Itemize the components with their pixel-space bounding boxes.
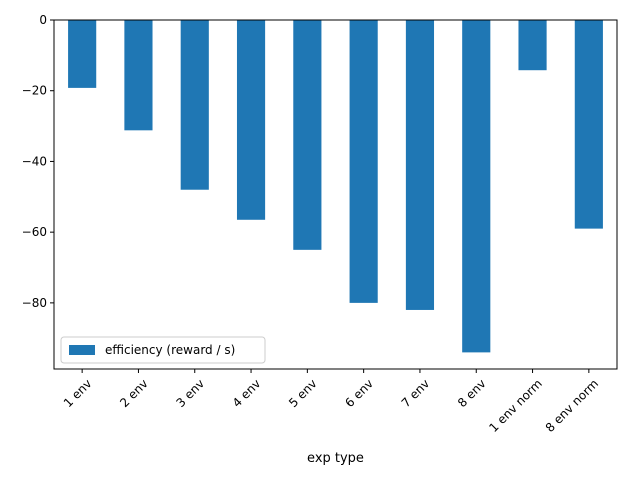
legend-swatch <box>69 345 95 355</box>
x-tick-label: 7 env <box>399 376 433 410</box>
x-tick-label: 4 env <box>230 376 264 410</box>
bar-5-env <box>293 20 322 250</box>
y-tick-label: 0 <box>39 13 47 27</box>
bar-6-env <box>349 20 378 303</box>
x-tick-label: 8 env norm <box>543 376 601 434</box>
axes-frame <box>53 19 618 370</box>
x-axis: 1 env 2 env 3 env 4 env 5 env 6 env 7 env 8 env… <box>61 369 601 435</box>
bar-7-env <box>405 20 435 310</box>
y-axis: 0 −20 −40 −60 −80 <box>22 13 54 310</box>
bars-group <box>68 20 603 353</box>
x-tick-label: 5 env <box>286 376 320 410</box>
y-tick-label: −40 <box>22 154 47 168</box>
legend-box <box>60 336 266 364</box>
x-tick-label: 1 env <box>61 376 95 410</box>
x-axis-label: exp type <box>307 451 364 466</box>
x-tick-label: 2 env <box>117 376 151 410</box>
bar-1-env-norm <box>518 20 547 71</box>
bar-3-env <box>180 20 209 190</box>
y-tick-label: −20 <box>22 84 47 98</box>
x-tick-label: 3 env <box>173 376 207 410</box>
bar-2-env <box>124 20 153 131</box>
bar-8-env <box>462 20 491 353</box>
bar-8-env-norm <box>574 20 603 229</box>
legend-label: efficiency (reward / s) <box>105 343 235 357</box>
bar-1-env <box>68 20 97 88</box>
legend: efficiency (reward / s) <box>60 336 266 364</box>
y-tick-label: −80 <box>22 296 47 310</box>
x-tick-label: 6 env <box>342 376 376 410</box>
bar-4-env <box>236 20 266 220</box>
x-tick-label: 1 env norm <box>486 376 544 434</box>
y-tick-label: −60 <box>22 225 47 239</box>
x-tick-label: 8 env <box>455 376 489 410</box>
